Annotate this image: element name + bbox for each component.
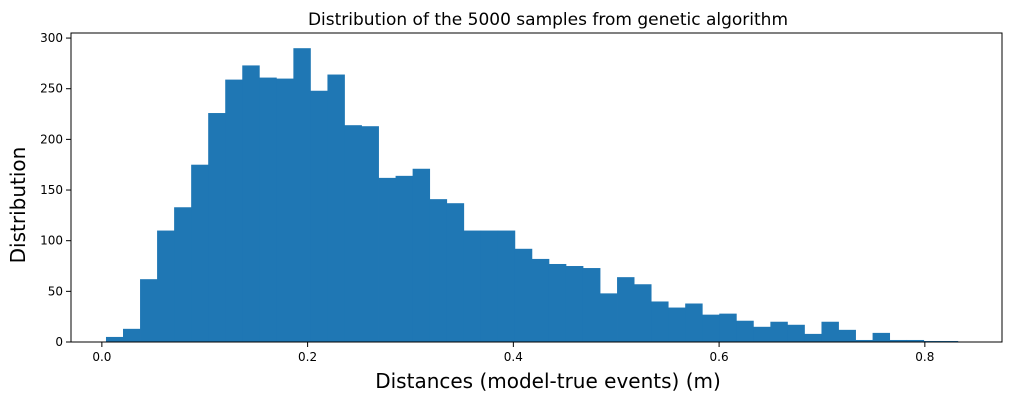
histogram-bar [208,113,226,342]
y-tick-label: 250 [40,82,63,96]
histogram-bar [804,333,822,342]
histogram-bar [395,175,414,342]
y-tick-label: 100 [40,234,63,248]
histogram-bar [123,328,141,342]
histogram-bar [770,321,788,342]
histogram-bar [446,203,465,342]
histogram-bar [378,177,396,342]
y-tick-label: 200 [40,132,63,146]
histogram-bar [531,258,550,342]
histogram-bar [293,48,311,343]
x-axis-ticks: 0.0 0.2 0.4 0.6 0.8 [92,342,934,364]
histogram-bar [736,320,754,342]
histogram-bar [514,248,533,342]
histogram-bar [582,268,601,342]
x-axis-label: Distances (model-true events) (m) [375,369,721,393]
histogram-bar [787,324,805,342]
histogram-bar [685,303,703,342]
histogram-bar [565,266,584,342]
histogram-bar [906,339,925,342]
histogram-bar [105,336,124,342]
histogram-bar [634,284,652,342]
histogram-bar [140,279,158,342]
histogram-bar [838,329,856,342]
histogram-bar [259,77,277,342]
histogram-bar [940,340,959,342]
x-tick-label: 0.8 [915,350,934,364]
x-tick-label: 0.2 [298,350,317,364]
y-tick-label: 150 [40,183,63,197]
histogram-bar [344,125,362,342]
histogram-bar [668,307,686,342]
histogram-bar [174,207,192,342]
histogram-bar [412,168,431,342]
histogram-bar [480,230,499,342]
histogram-bar [327,74,345,342]
histogram-bar [242,65,260,342]
histogram-bar [753,326,771,342]
histogram-bar [157,230,175,342]
histogram-bar [821,321,839,342]
chart-title: Distribution of the 5000 samples from ge… [308,10,788,30]
histogram-bar [463,230,482,342]
histogram-bar [429,199,448,342]
histogram-bar [651,301,669,342]
y-tick-label: 0 [55,335,63,349]
histogram-bar [310,90,328,342]
histogram-bar [923,340,942,342]
x-tick-label: 0.6 [710,350,729,364]
histogram-bar [872,332,891,342]
histogram-bar [617,277,635,342]
y-axis-label: Distribution [6,147,30,264]
y-axis-ticks: 0 50 100 150 200 250 300 [40,31,71,349]
y-tick-label: 300 [40,31,63,45]
histogram-bar [548,263,567,342]
histogram-bar [719,313,737,342]
histogram-bar [361,126,379,342]
histogram-bar [497,230,516,342]
y-tick-label: 50 [48,284,63,298]
histogram-bar [702,314,720,342]
x-tick-label: 0.0 [92,350,111,364]
histogram-bar [889,339,908,342]
histogram-bar [191,164,209,342]
histogram-bar [225,79,243,343]
histogram-bar [600,293,618,342]
histogram-bars [105,48,959,343]
histogram-bar [855,339,873,342]
x-tick-label: 0.4 [504,350,523,364]
plot-frame [70,32,1003,343]
histogram-bar [276,78,294,343]
